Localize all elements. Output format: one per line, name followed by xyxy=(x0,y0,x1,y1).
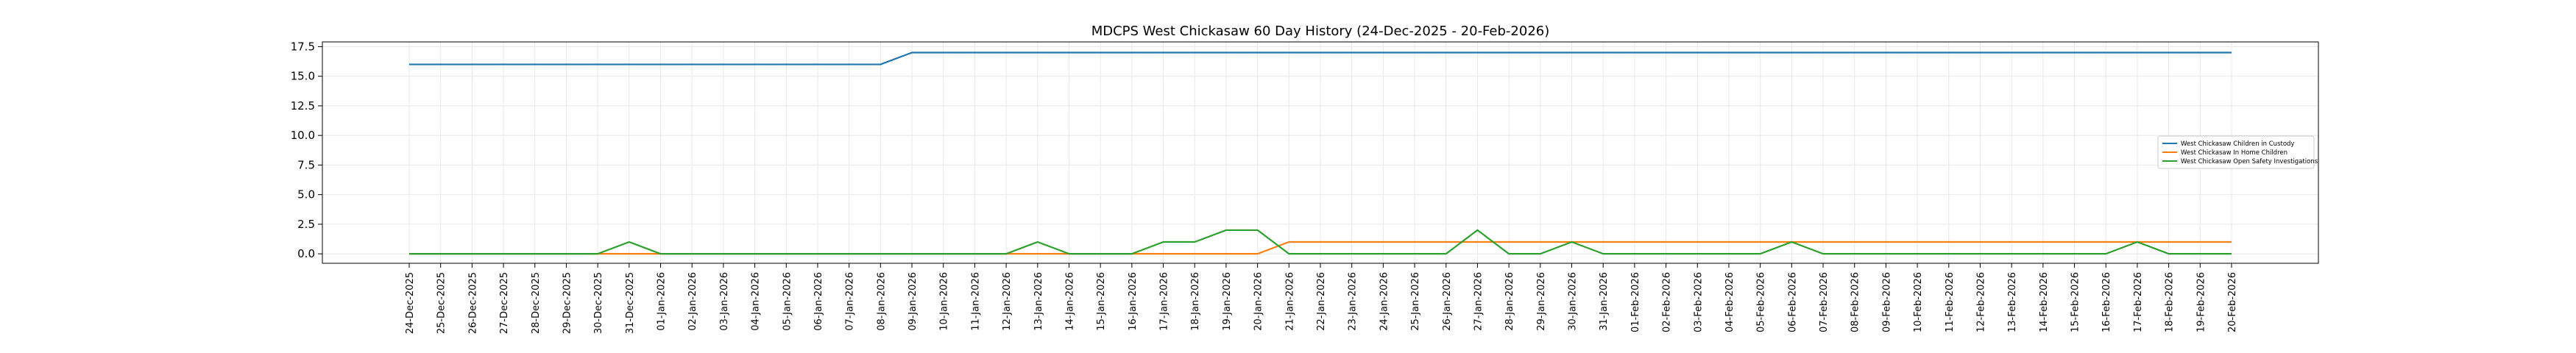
x-tick-label: 25-Jan-2026 xyxy=(1410,272,1421,331)
legend-box xyxy=(2157,135,2315,169)
y-tick-label: 10.0 xyxy=(291,129,315,142)
legend-label: West Chickasaw Open Safety Investigation… xyxy=(2181,158,2318,165)
x-tick-label: 11-Feb-2026 xyxy=(1945,272,1956,332)
x-tick-label: 05-Jan-2026 xyxy=(782,272,793,331)
x-tick-label: 14-Jan-2026 xyxy=(1064,272,1075,331)
x-tick-label: 08-Feb-2026 xyxy=(1850,272,1861,332)
x-tick-label: 21-Jan-2026 xyxy=(1284,272,1295,331)
x-tick-label: 10-Feb-2026 xyxy=(1913,272,1924,332)
x-tick-label: 18-Jan-2026 xyxy=(1190,272,1201,331)
legend-label: West Chickasaw In Home Children xyxy=(2181,149,2287,157)
y-tick-label: 7.5 xyxy=(297,158,315,171)
series-line-1 xyxy=(409,51,2232,65)
x-tick-label: 12-Feb-2026 xyxy=(1975,272,1986,332)
x-axis: 24-Dec-2025 25-Dec-2025 26-Dec-2025 27-Dec-… xyxy=(405,263,2238,334)
x-tick-label: 20-Jan-2026 xyxy=(1253,272,1264,331)
y-axis: 0.0 2.5 5.0 7.5 10.0 12.5 15.0 17.5 xyxy=(291,40,322,260)
grid xyxy=(322,42,2318,263)
x-tick-label: 26-Dec-2025 xyxy=(467,272,478,334)
x-tick-label: 24-Dec-2025 xyxy=(405,272,416,334)
x-tick-label: 13-Jan-2026 xyxy=(1033,272,1044,331)
x-tick-label: 30-Dec-2025 xyxy=(593,272,604,334)
x-tick-label: 03-Feb-2026 xyxy=(1693,272,1704,332)
y-tick-label: 15.0 xyxy=(291,70,315,83)
y-tick-label: 17.5 xyxy=(291,40,315,53)
x-tick-label: 09-Jan-2026 xyxy=(907,272,919,331)
series-lines xyxy=(409,51,2232,255)
x-tick-label: 31-Jan-2026 xyxy=(1599,272,1610,331)
x-tick-label: 15-Jan-2026 xyxy=(1096,272,1107,331)
x-tick-label: 17-Jan-2026 xyxy=(1159,272,1170,331)
x-tick-label: 02-Jan-2026 xyxy=(687,272,698,331)
x-tick-label: 12-Jan-2026 xyxy=(1002,272,1013,331)
x-tick-label: 04-Feb-2026 xyxy=(1724,272,1735,332)
x-tick-label: 18-Feb-2026 xyxy=(2165,272,2176,332)
y-tick-label: 0.0 xyxy=(297,247,315,260)
x-tick-label: 22-Jan-2026 xyxy=(1316,272,1327,331)
x-tick-label: 20-Feb-2026 xyxy=(2227,272,2238,332)
x-tick-label: 17-Feb-2026 xyxy=(2133,272,2144,332)
x-tick-label: 31-Dec-2025 xyxy=(625,272,636,334)
x-tick-label: 13-Feb-2026 xyxy=(2007,272,2018,332)
x-tick-label: 14-Feb-2026 xyxy=(2039,272,2050,332)
x-tick-label: 11-Jan-2026 xyxy=(970,272,981,331)
x-tick-label: 27-Jan-2026 xyxy=(1473,272,1484,331)
legend-label: West Chickasaw Children in Custody xyxy=(2181,140,2294,148)
x-tick-label: 07-Feb-2026 xyxy=(1819,272,1830,332)
x-tick-label: 19-Jan-2026 xyxy=(1222,272,1233,331)
x-tick-label: 24-Jan-2026 xyxy=(1379,272,1390,331)
x-tick-label: 01-Jan-2026 xyxy=(657,272,668,331)
y-tick-label: 5.0 xyxy=(297,188,315,202)
plot-area-frame xyxy=(322,41,2319,264)
x-tick-label: 27-Dec-2025 xyxy=(499,272,510,334)
x-tick-label: 16-Feb-2026 xyxy=(2101,272,2112,332)
x-tick-label: 28-Jan-2026 xyxy=(1504,272,1515,331)
x-tick-label: 07-Jan-2026 xyxy=(845,272,856,331)
x-tick-label: 30-Jan-2026 xyxy=(1568,272,1579,331)
x-tick-label: 29-Dec-2025 xyxy=(562,272,573,334)
x-tick-label: 16-Jan-2026 xyxy=(1128,272,1139,331)
x-tick-label: 09-Feb-2026 xyxy=(1881,272,1892,332)
x-tick-label: 19-Feb-2026 xyxy=(2195,272,2207,332)
series-line-3 xyxy=(409,229,2232,255)
x-tick-label: 23-Jan-2026 xyxy=(1348,272,1359,331)
x-tick-label: 08-Jan-2026 xyxy=(876,272,887,331)
x-tick-label: 29-Jan-2026 xyxy=(1536,272,1547,331)
x-tick-label: 15-Feb-2026 xyxy=(2070,272,2081,332)
x-tick-label: 28-Dec-2025 xyxy=(531,272,542,334)
x-tick-label: 05-Feb-2026 xyxy=(1756,272,1767,332)
x-tick-label: 25-Dec-2025 xyxy=(436,272,447,334)
x-tick-label: 10-Jan-2026 xyxy=(939,272,950,331)
x-tick-label: 06-Feb-2026 xyxy=(1787,272,1798,332)
x-tick-label: 06-Jan-2026 xyxy=(813,272,824,331)
chart-title: MDCPS West Chickasaw 60 Day History (24-… xyxy=(1091,24,1550,39)
x-tick-label: 26-Jan-2026 xyxy=(1442,272,1453,331)
y-tick-label: 12.5 xyxy=(291,99,315,113)
x-tick-label: 03-Jan-2026 xyxy=(719,272,730,331)
x-tick-label: 01-Feb-2026 xyxy=(1630,272,1641,332)
y-tick-label: 2.5 xyxy=(297,218,315,231)
x-tick-label: 02-Feb-2026 xyxy=(1662,272,1673,332)
x-tick-label: 04-Jan-2026 xyxy=(751,272,762,331)
